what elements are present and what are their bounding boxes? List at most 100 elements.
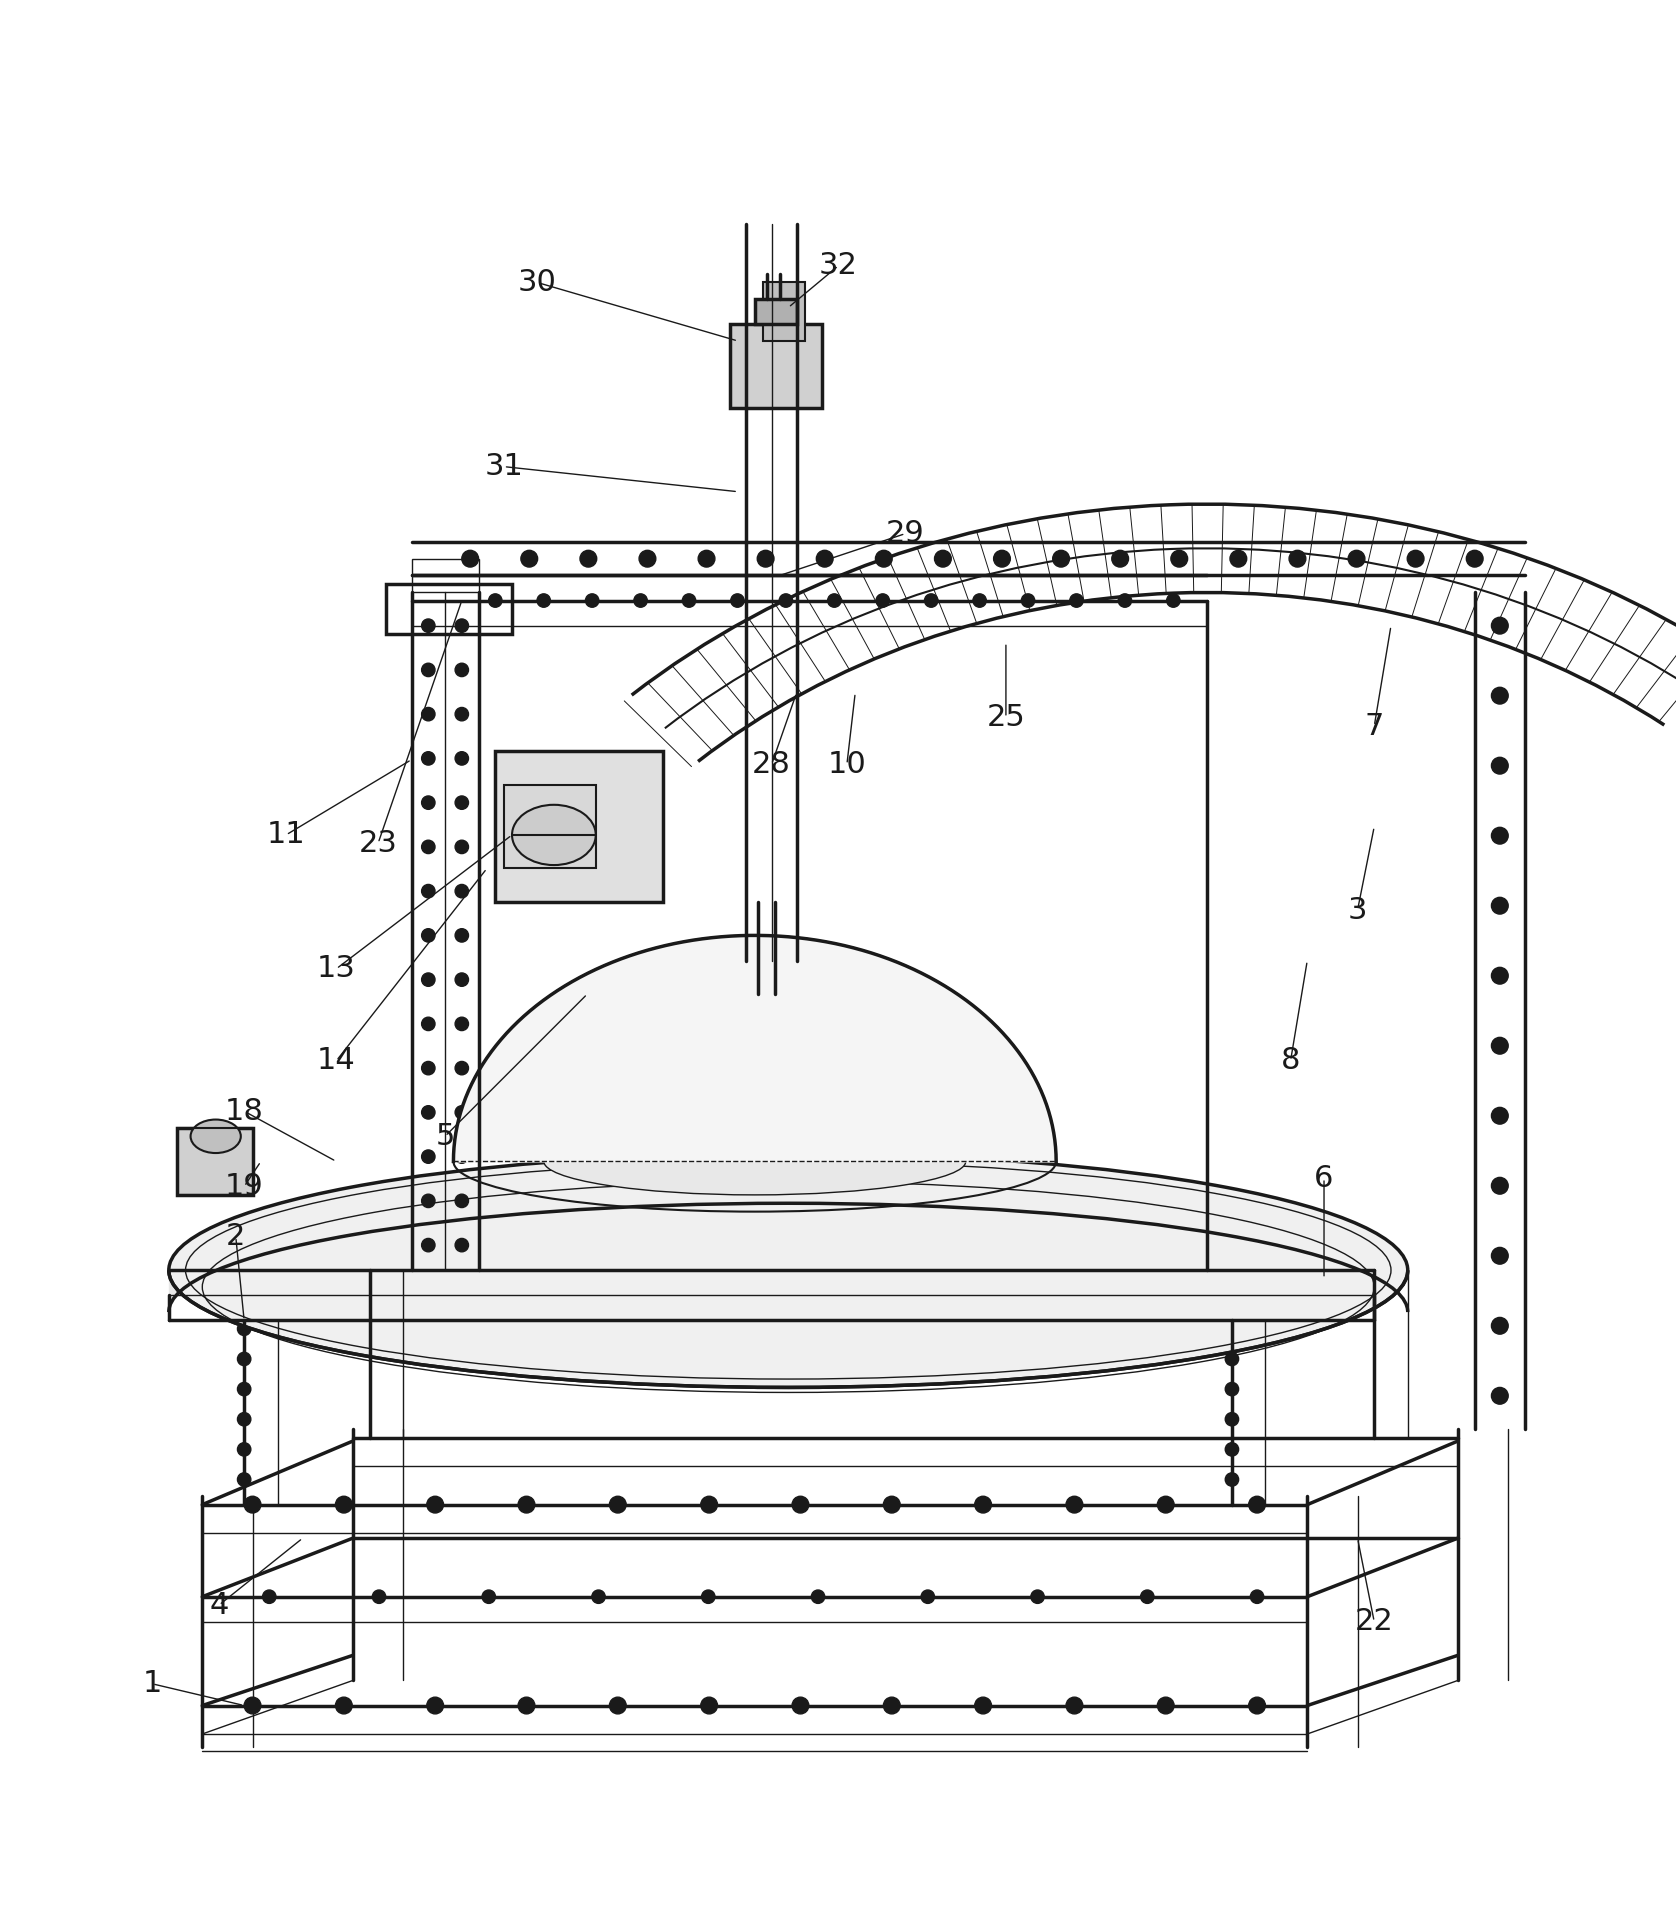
Text: 32: 32 xyxy=(818,252,859,280)
Bar xyxy=(386,584,511,634)
Circle shape xyxy=(454,884,468,897)
Circle shape xyxy=(884,1696,901,1714)
Circle shape xyxy=(1491,1318,1508,1335)
Circle shape xyxy=(974,1696,991,1714)
Circle shape xyxy=(454,795,468,809)
Circle shape xyxy=(817,549,833,567)
Circle shape xyxy=(1251,1591,1264,1604)
Bar xyxy=(495,751,662,901)
Circle shape xyxy=(518,1696,535,1714)
Circle shape xyxy=(1171,549,1187,567)
Circle shape xyxy=(1290,549,1306,567)
Circle shape xyxy=(245,1496,262,1514)
Circle shape xyxy=(1466,549,1482,567)
Circle shape xyxy=(1491,1037,1508,1055)
Circle shape xyxy=(758,549,775,567)
Bar xyxy=(729,325,822,407)
Circle shape xyxy=(701,1696,718,1714)
Text: 11: 11 xyxy=(267,820,305,849)
Circle shape xyxy=(592,1591,605,1604)
Circle shape xyxy=(1491,897,1508,914)
Circle shape xyxy=(780,594,793,607)
Circle shape xyxy=(1407,549,1424,567)
Circle shape xyxy=(634,594,647,607)
Circle shape xyxy=(1249,1496,1266,1514)
Circle shape xyxy=(585,594,599,607)
Text: 25: 25 xyxy=(986,703,1025,732)
Circle shape xyxy=(1226,1473,1239,1487)
Circle shape xyxy=(1491,1178,1508,1195)
Ellipse shape xyxy=(191,1120,241,1153)
Circle shape xyxy=(580,549,597,567)
Circle shape xyxy=(792,1496,808,1514)
Circle shape xyxy=(1119,594,1132,607)
Circle shape xyxy=(1112,549,1129,567)
Circle shape xyxy=(454,751,468,765)
Text: 31: 31 xyxy=(485,451,523,480)
Ellipse shape xyxy=(169,1153,1407,1387)
Text: 23: 23 xyxy=(359,828,397,859)
Circle shape xyxy=(454,1062,468,1076)
Circle shape xyxy=(454,839,468,853)
Circle shape xyxy=(421,839,434,853)
Circle shape xyxy=(1491,828,1508,843)
Circle shape xyxy=(421,1239,434,1252)
Circle shape xyxy=(1491,1106,1508,1124)
Circle shape xyxy=(1226,1383,1239,1397)
Circle shape xyxy=(701,1591,714,1604)
Circle shape xyxy=(238,1383,252,1397)
Circle shape xyxy=(1070,594,1083,607)
Circle shape xyxy=(701,1496,718,1514)
Circle shape xyxy=(875,549,892,567)
Text: 1: 1 xyxy=(143,1669,161,1698)
Text: 28: 28 xyxy=(751,749,792,780)
Circle shape xyxy=(454,1106,468,1120)
Circle shape xyxy=(934,549,951,567)
Circle shape xyxy=(454,1239,468,1252)
Bar xyxy=(755,300,797,325)
Circle shape xyxy=(426,1696,443,1714)
Circle shape xyxy=(335,1696,352,1714)
Circle shape xyxy=(1348,549,1365,567)
Text: 10: 10 xyxy=(827,749,867,780)
Circle shape xyxy=(1229,549,1246,567)
Circle shape xyxy=(421,663,434,676)
Circle shape xyxy=(1491,1247,1508,1264)
Circle shape xyxy=(454,1151,468,1164)
Circle shape xyxy=(421,1106,434,1120)
Ellipse shape xyxy=(511,805,595,864)
Circle shape xyxy=(372,1591,386,1604)
Bar xyxy=(178,1128,253,1195)
Circle shape xyxy=(454,1018,468,1030)
Circle shape xyxy=(1053,549,1070,567)
Text: 30: 30 xyxy=(518,267,557,298)
Circle shape xyxy=(518,1496,535,1514)
Text: 19: 19 xyxy=(225,1172,263,1201)
Circle shape xyxy=(1157,1696,1174,1714)
Circle shape xyxy=(454,663,468,676)
Circle shape xyxy=(421,1062,434,1076)
Bar xyxy=(763,282,805,342)
Text: 22: 22 xyxy=(1355,1608,1394,1637)
Circle shape xyxy=(973,594,986,607)
Circle shape xyxy=(421,751,434,765)
Circle shape xyxy=(1226,1443,1239,1456)
Circle shape xyxy=(1140,1591,1154,1604)
Circle shape xyxy=(454,1195,468,1208)
Circle shape xyxy=(238,1443,252,1456)
Circle shape xyxy=(481,1591,495,1604)
Circle shape xyxy=(1226,1412,1239,1425)
Text: 18: 18 xyxy=(225,1097,263,1126)
Circle shape xyxy=(238,1473,252,1487)
Circle shape xyxy=(421,1195,434,1208)
Circle shape xyxy=(537,594,550,607)
Text: 7: 7 xyxy=(1365,711,1384,742)
Text: 5: 5 xyxy=(436,1122,454,1151)
Circle shape xyxy=(454,972,468,985)
Text: 8: 8 xyxy=(1281,1047,1300,1076)
Text: 29: 29 xyxy=(885,519,924,547)
Circle shape xyxy=(263,1591,277,1604)
Circle shape xyxy=(1491,688,1508,703)
Circle shape xyxy=(609,1496,626,1514)
Circle shape xyxy=(1226,1322,1239,1335)
